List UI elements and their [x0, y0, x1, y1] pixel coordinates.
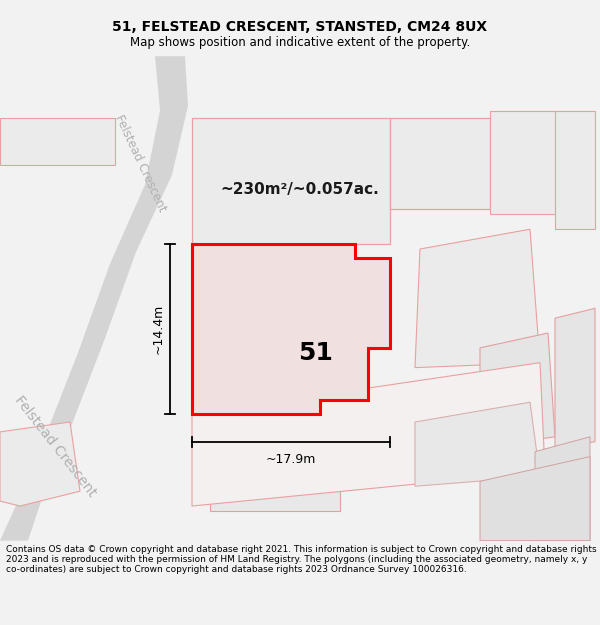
Polygon shape [415, 402, 540, 486]
Text: Felstead Crescent: Felstead Crescent [11, 394, 98, 500]
Text: ~17.9m: ~17.9m [266, 453, 316, 466]
Text: Felstead Crescent: Felstead Crescent [112, 112, 168, 214]
Polygon shape [0, 118, 115, 165]
Polygon shape [480, 457, 590, 541]
Polygon shape [480, 333, 555, 447]
Polygon shape [192, 362, 545, 506]
Text: Map shows position and indicative extent of the property.: Map shows position and indicative extent… [130, 36, 470, 49]
Polygon shape [0, 422, 80, 506]
Text: ~14.4m: ~14.4m [151, 304, 164, 354]
Polygon shape [192, 118, 390, 244]
Polygon shape [390, 118, 490, 209]
Polygon shape [415, 229, 540, 368]
Polygon shape [0, 56, 188, 541]
Text: 51, FELSTEAD CRESCENT, STANSTED, CM24 8UX: 51, FELSTEAD CRESCENT, STANSTED, CM24 8U… [112, 20, 488, 34]
Text: ~230m²/~0.057ac.: ~230m²/~0.057ac. [221, 182, 379, 198]
Text: Contains OS data © Crown copyright and database right 2021. This information is : Contains OS data © Crown copyright and d… [6, 544, 596, 574]
Polygon shape [210, 414, 340, 511]
Polygon shape [535, 437, 590, 541]
Polygon shape [555, 111, 595, 229]
Text: 51: 51 [298, 341, 332, 364]
Polygon shape [490, 111, 560, 214]
Polygon shape [555, 308, 595, 447]
Polygon shape [192, 244, 390, 414]
